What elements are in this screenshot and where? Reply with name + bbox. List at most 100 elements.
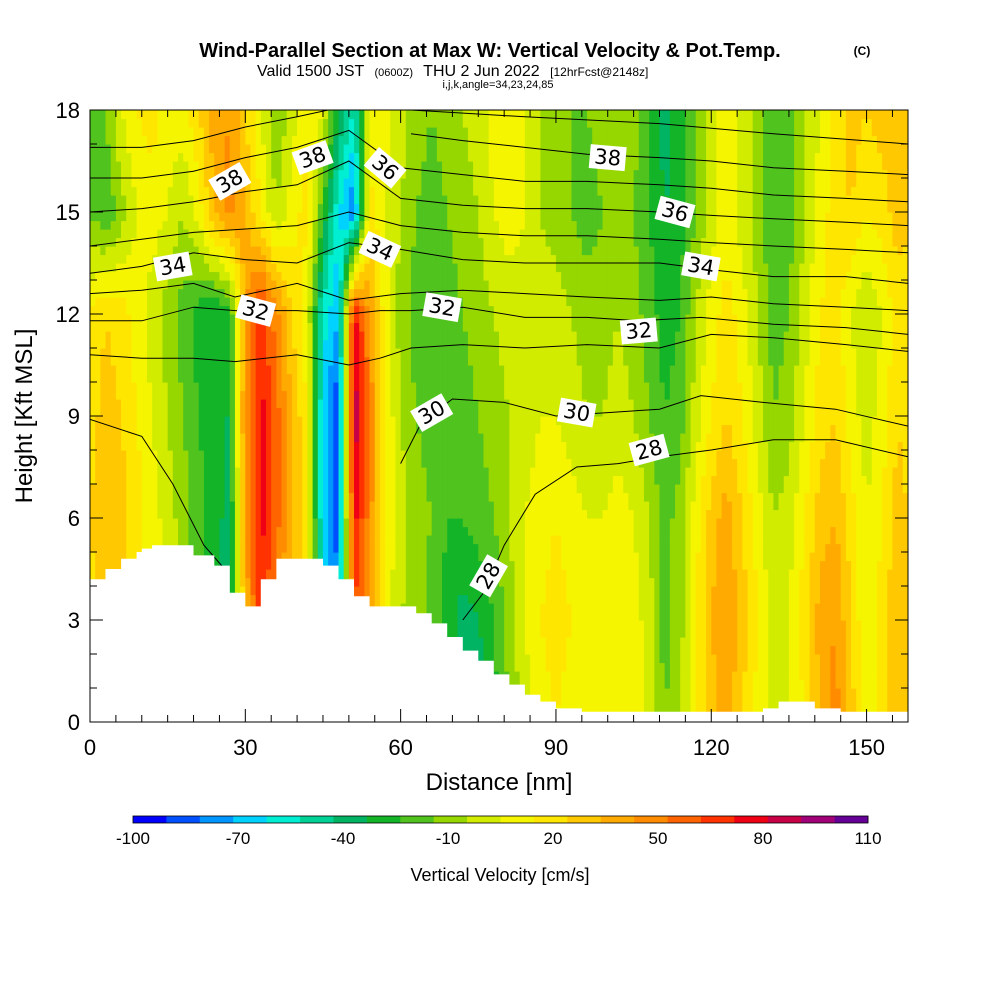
- velocity-cell: [431, 467, 438, 477]
- velocity-cell: [804, 484, 811, 494]
- velocity-cell: [664, 535, 671, 545]
- velocity-cell: [659, 637, 666, 647]
- velocity-cell: [887, 492, 894, 502]
- velocity-cell: [462, 509, 469, 519]
- velocity-cell: [581, 611, 588, 621]
- velocity-cell: [395, 586, 402, 596]
- velocity-cell: [711, 458, 718, 468]
- velocity-cell: [628, 467, 635, 477]
- velocity-cell: [731, 535, 738, 545]
- velocity-cell: [509, 594, 516, 604]
- velocity-cell: [721, 467, 728, 477]
- velocity-cell: [488, 637, 495, 647]
- velocity-cell: [602, 628, 609, 638]
- velocity-cell: [825, 611, 831, 621]
- velocity-cell: [157, 492, 164, 502]
- velocity-cell: [649, 586, 655, 596]
- velocity-cell: [845, 603, 852, 613]
- velocity-cell: [162, 458, 169, 468]
- velocity-cell: [628, 586, 635, 596]
- velocity-cell: [535, 458, 542, 468]
- velocity-cell: [845, 645, 852, 655]
- velocity-cell: [612, 628, 619, 638]
- velocity-cell: [219, 560, 226, 570]
- velocity-cell: [436, 458, 443, 468]
- velocity-cell: [276, 509, 283, 519]
- velocity-cell: [524, 560, 531, 570]
- velocity-cell: [297, 501, 303, 511]
- velocity-cell: [240, 501, 246, 511]
- velocity-cell: [141, 509, 148, 519]
- velocity-cell: [607, 543, 614, 553]
- velocity-cell: [519, 458, 526, 468]
- velocity-cell: [462, 637, 469, 647]
- velocity-cell: [514, 577, 521, 587]
- velocity-cell: [757, 620, 764, 630]
- velocity-cell: [452, 458, 459, 468]
- velocity-cell: [814, 594, 821, 604]
- velocity-cell: [312, 458, 319, 468]
- velocity-cell: [597, 484, 604, 494]
- velocity-cell: [509, 577, 516, 587]
- velocity-cell: [322, 509, 329, 519]
- velocity-cell: [861, 620, 868, 630]
- velocity-cell: [322, 535, 329, 545]
- velocity-cell: [649, 501, 655, 511]
- velocity-cell: [581, 679, 588, 689]
- velocity-cell: [851, 679, 857, 689]
- velocity-cell: [897, 654, 904, 664]
- velocity-cell: [597, 475, 604, 485]
- velocity-cell: [338, 543, 345, 553]
- velocity-cell: [840, 501, 847, 511]
- velocity-cell: [436, 611, 443, 621]
- velocity-cell: [882, 501, 888, 511]
- velocity-cell: [457, 586, 464, 596]
- velocity-cell: [804, 586, 811, 596]
- velocity-cell: [845, 552, 852, 562]
- velocity-cell: [794, 518, 800, 528]
- velocity-cell: [649, 671, 655, 681]
- velocity-cell: [576, 560, 583, 570]
- velocity-cell: [840, 586, 847, 596]
- velocity-cell: [799, 620, 806, 630]
- velocity-cell: [902, 586, 908, 596]
- velocity-cell: [162, 450, 169, 460]
- velocity-cell: [882, 611, 888, 621]
- velocity-cell: [809, 696, 816, 706]
- velocity-cell: [757, 577, 764, 587]
- velocity-cell: [597, 501, 604, 511]
- velocity-cell: [297, 458, 303, 468]
- velocity-cell: [675, 671, 681, 681]
- velocity-cell: [566, 637, 573, 647]
- velocity-cell: [892, 586, 899, 596]
- velocity-cell: [856, 484, 863, 494]
- velocity-cell: [473, 501, 479, 511]
- velocity-cell: [752, 560, 759, 570]
- velocity-cell: [861, 501, 868, 511]
- velocity-cell: [716, 594, 723, 604]
- velocity-cell: [685, 577, 692, 587]
- velocity-cell: [737, 671, 743, 681]
- velocity-cell: [421, 535, 428, 545]
- velocity-cell: [447, 543, 454, 553]
- velocity-cell: [700, 467, 707, 477]
- velocity-cell: [530, 543, 536, 553]
- velocity-cell: [876, 620, 883, 630]
- velocity-cell: [499, 484, 505, 494]
- velocity-cell: [752, 467, 759, 477]
- velocity-cell: [618, 526, 624, 536]
- velocity-cell: [214, 560, 221, 570]
- velocity-cell: [825, 458, 831, 468]
- velocity-cell: [695, 535, 702, 545]
- velocity-cell: [654, 535, 661, 545]
- velocity-cell: [524, 620, 531, 630]
- velocity-cell: [550, 645, 557, 655]
- velocity-cell: [343, 484, 350, 494]
- grid-indices: i,j,k,angle=34,23,24,85: [442, 79, 553, 91]
- velocity-cell: [421, 458, 428, 468]
- velocity-cell: [794, 679, 800, 689]
- velocity-cell: [478, 594, 485, 604]
- velocity-cell: [364, 492, 371, 502]
- velocity-cell: [587, 484, 593, 494]
- velocity-cell: [322, 518, 329, 528]
